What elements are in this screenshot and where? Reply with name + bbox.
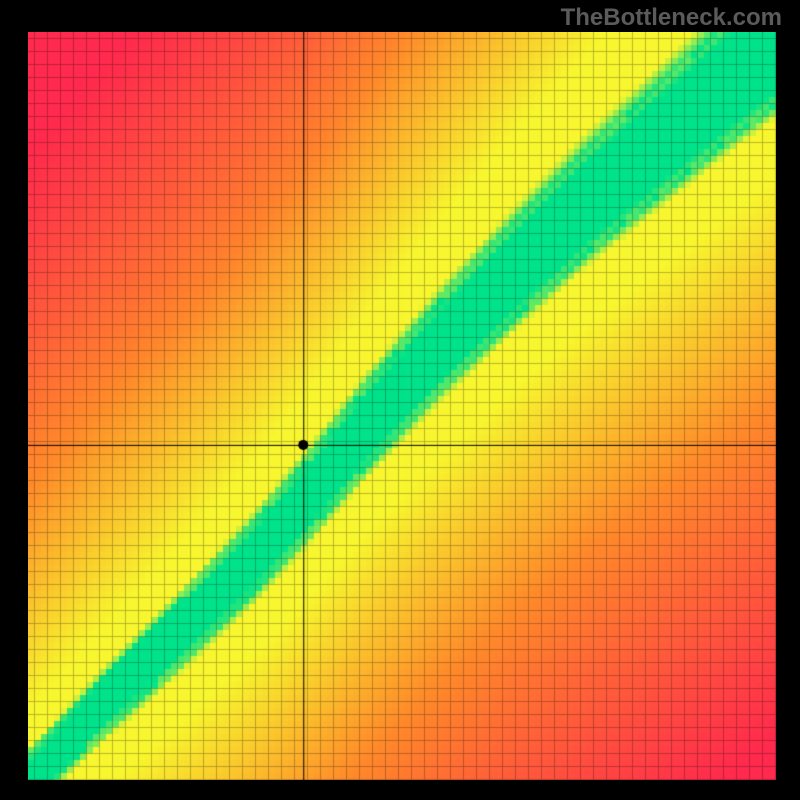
bottleneck-heatmap (28, 32, 776, 780)
watermark-text: TheBottleneck.com (561, 4, 782, 32)
chart-container: { "watermark": { "text": "TheBottleneck.… (0, 0, 800, 800)
